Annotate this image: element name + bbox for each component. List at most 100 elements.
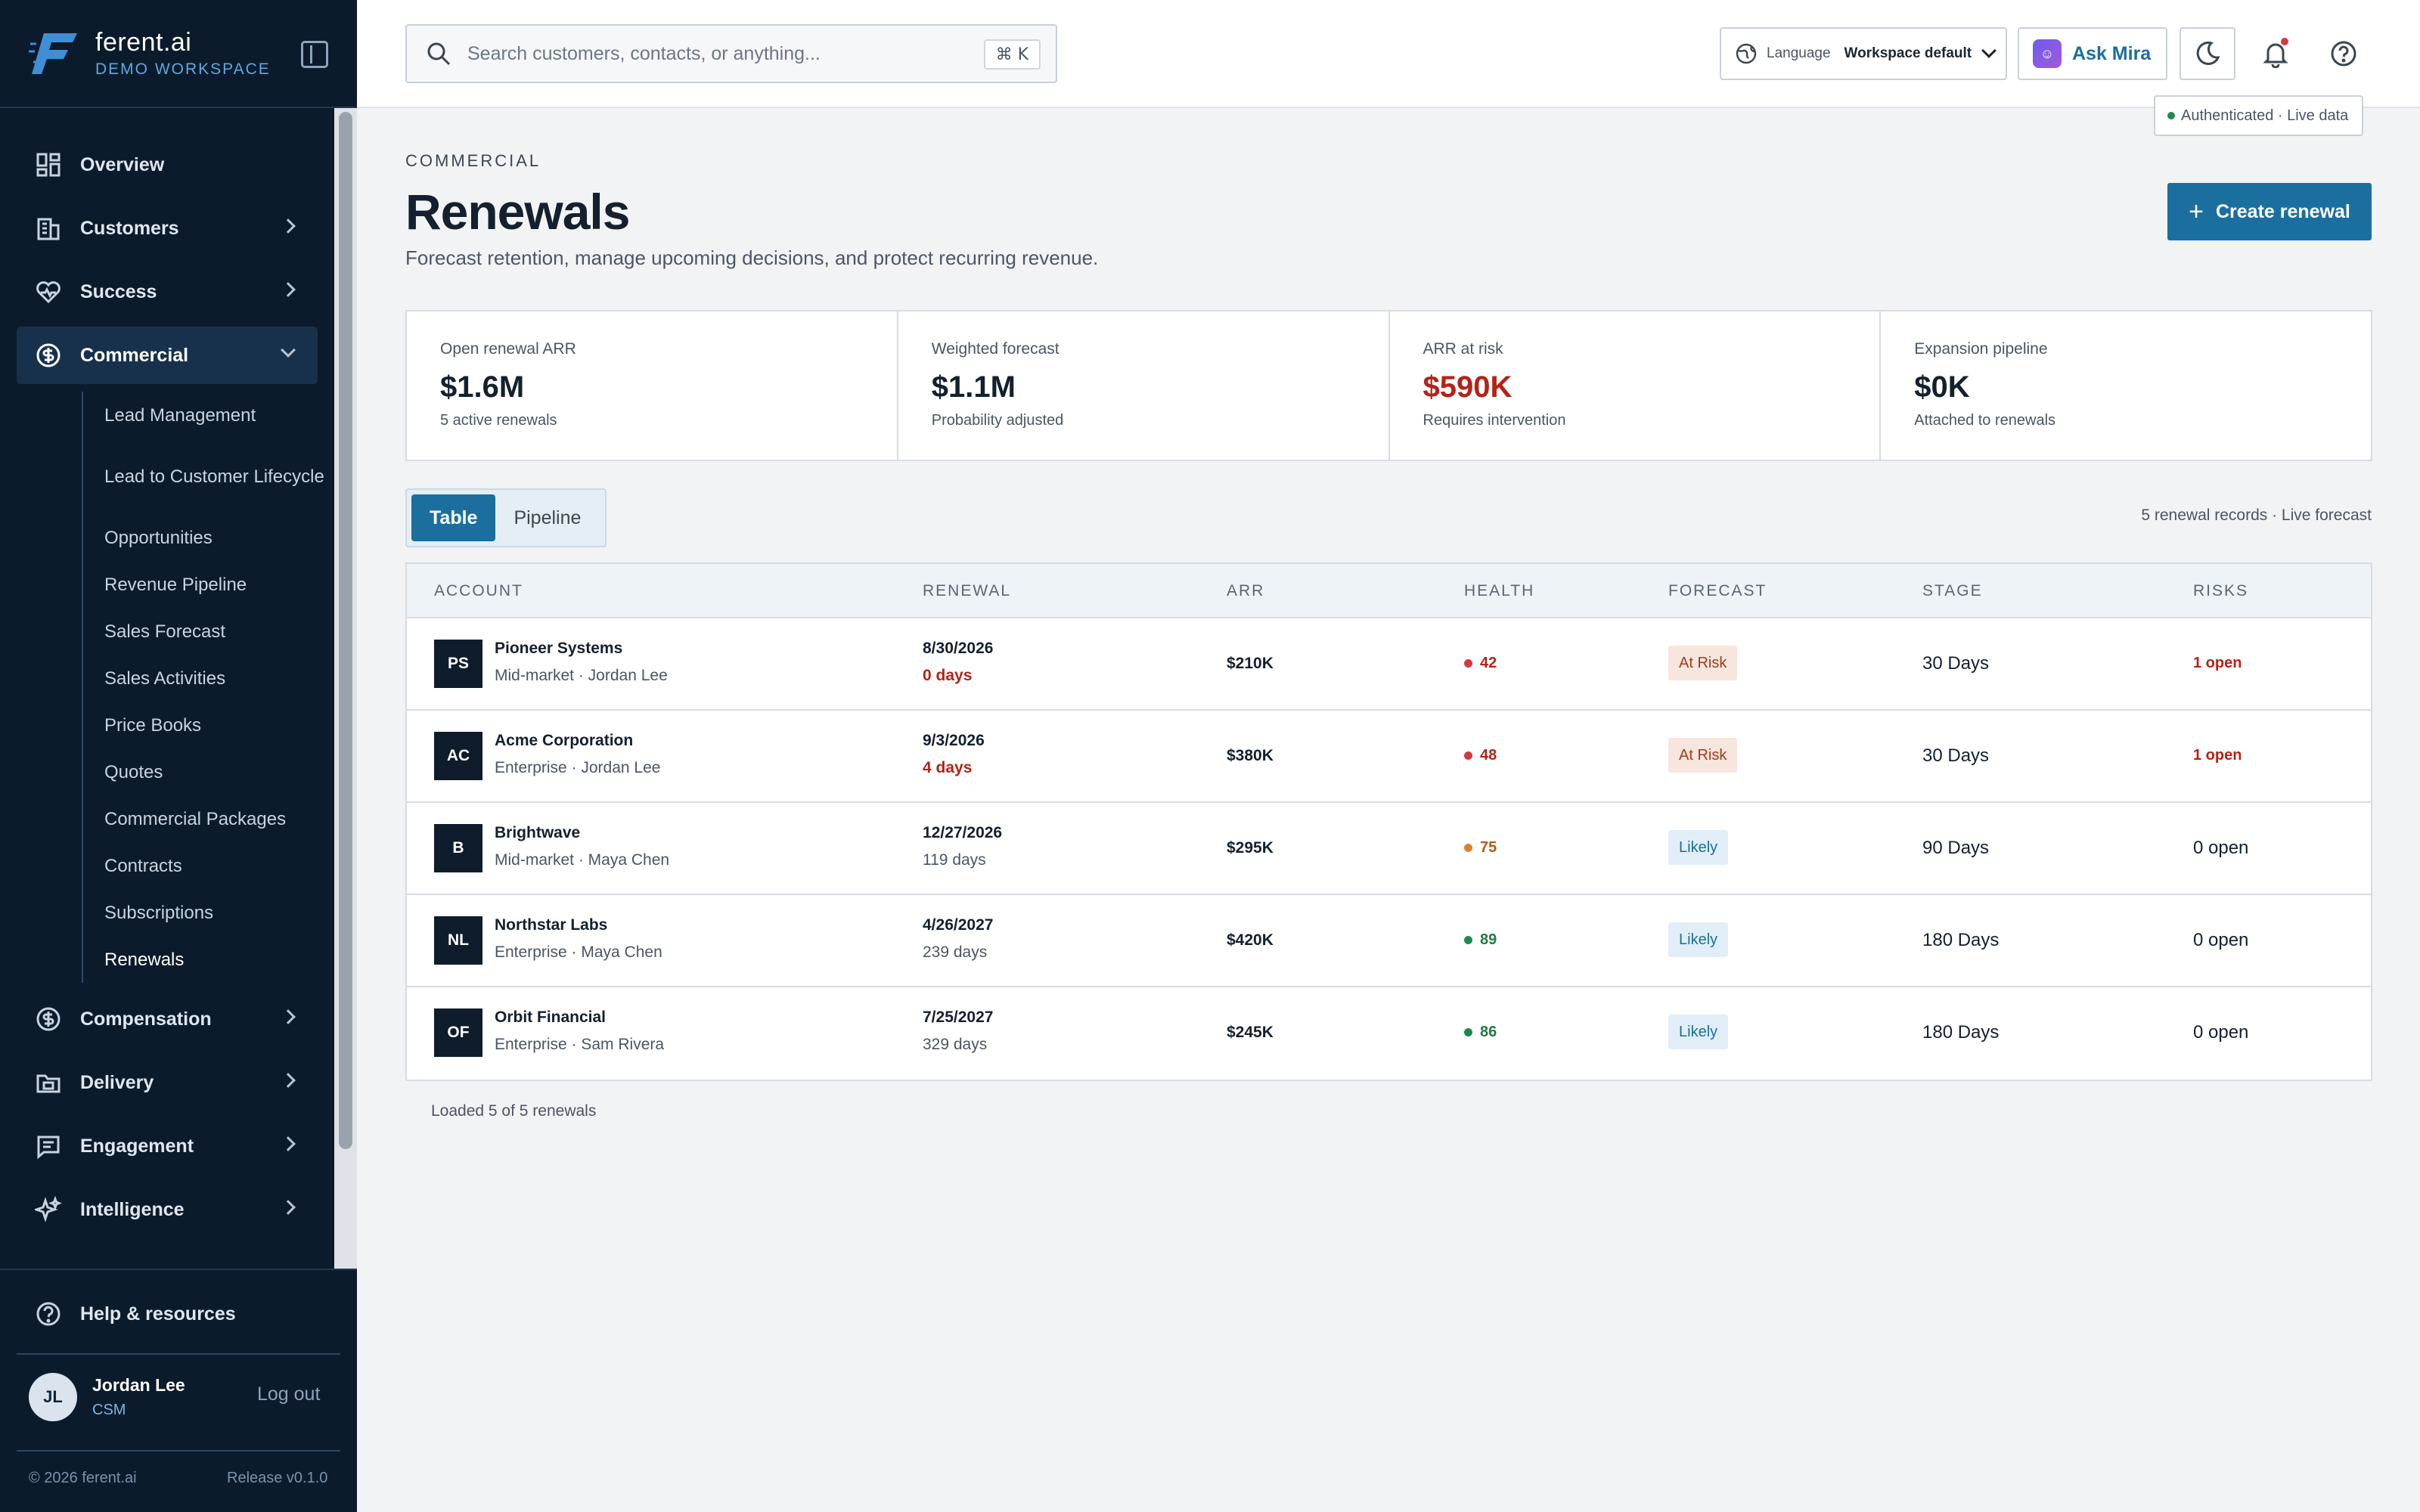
- column-header-renewal[interactable]: RENEWAL: [923, 582, 1012, 600]
- ask-mira-button[interactable]: ☺ Ask Mira: [2018, 27, 2167, 80]
- kpi-note: Attached to renewals: [1914, 412, 2056, 429]
- sidebar-item-overview[interactable]: Overview: [17, 136, 318, 194]
- column-header-account[interactable]: ACCOUNT: [434, 582, 523, 600]
- risks-count[interactable]: 0 open: [2193, 838, 2249, 858]
- tab-table[interactable]: Table: [411, 494, 496, 541]
- page-eyebrow: COMMERCIAL: [405, 151, 541, 170]
- account-meta: Mid-market · Jordan Lee: [495, 667, 668, 684]
- kpi-label: ARR at risk: [1423, 340, 1503, 358]
- column-header-forecast[interactable]: FORECAST: [1668, 582, 1767, 600]
- account-name[interactable]: Orbit Financial: [495, 1009, 607, 1026]
- sidebar-item-label: Success: [80, 280, 157, 302]
- table-row[interactable]: B Brightwave Mid-market · Maya Chen 12/2…: [407, 803, 2371, 895]
- table-row[interactable]: OF Orbit Financial Enterprise · Sam Rive…: [407, 987, 2371, 1080]
- renewal-days: 0 days: [923, 667, 973, 684]
- auth-status-text: Authenticated · Live data: [2181, 107, 2349, 124]
- health-dot: [1464, 1028, 1472, 1036]
- subnav-item-sales-activities[interactable]: Sales Activities: [104, 668, 226, 689]
- ferent-logo: [29, 33, 77, 74]
- sidebar-item-label: Commercial: [80, 344, 189, 366]
- risks-count[interactable]: 1 open: [2193, 655, 2242, 671]
- moon-icon: [2196, 41, 2220, 65]
- health-score: 75: [1464, 839, 1497, 857]
- subnav-item-sales-forecast[interactable]: Sales Forecast: [104, 621, 226, 642]
- chevron-right-icon: [281, 218, 296, 234]
- column-header-stage[interactable]: STAGE: [1922, 582, 1983, 600]
- sidebar-item-engagement[interactable]: Engagement: [17, 1117, 318, 1175]
- search-placeholder: Search customers, contacts, or anything.…: [467, 42, 821, 64]
- health-value: 86: [1480, 1024, 1497, 1040]
- table-row[interactable]: AC Acme Corporation Enterprise · Jordan …: [407, 711, 2371, 803]
- sidebar-item-commercial[interactable]: Commercial: [17, 327, 318, 384]
- help-label: Help & resources: [80, 1303, 236, 1325]
- logout-button[interactable]: Log out: [257, 1383, 321, 1405]
- table-footer-note: Loaded 5 of 5 renewals: [431, 1102, 597, 1120]
- subnav-item-renewals[interactable]: Renewals: [104, 949, 185, 970]
- risks-count[interactable]: 0 open: [2193, 1022, 2249, 1043]
- stage-value: 30 Days: [1922, 653, 1990, 674]
- sidebar-collapse-icon[interactable]: [301, 41, 328, 68]
- renewal-days: 239 days: [923, 943, 988, 961]
- risks-count[interactable]: 0 open: [2193, 930, 2249, 950]
- help-button[interactable]: [2316, 27, 2372, 80]
- sidebar-item-delivery[interactable]: Delivery: [17, 1054, 318, 1111]
- divider: [17, 1450, 340, 1452]
- sidebar: ferent.ai DEMO WORKSPACE Overview Custom…: [0, 0, 357, 1512]
- risks-count[interactable]: 1 open: [2193, 747, 2242, 764]
- account-name[interactable]: Pioneer Systems: [495, 640, 623, 657]
- language-select[interactable]: Language Workspace default: [1720, 27, 2007, 80]
- sparkles-icon: [35, 1196, 62, 1223]
- brand-header: ferent.ai DEMO WORKSPACE: [0, 0, 357, 108]
- subnav-item-quotes[interactable]: Quotes: [104, 761, 163, 782]
- create-renewal-label: Create renewal: [2215, 200, 2350, 222]
- subnav-item-opportunities[interactable]: Opportunities: [104, 527, 213, 548]
- subnav-item-revenue-pipeline[interactable]: Revenue Pipeline: [104, 574, 247, 595]
- stage-value: 30 Days: [1922, 745, 1990, 766]
- account-name[interactable]: Acme Corporation: [495, 732, 634, 749]
- sidebar-scrollbar-thumb[interactable]: [339, 112, 352, 1149]
- chevron-right-icon: [281, 1200, 296, 1215]
- language-value: Workspace default: [1844, 45, 1972, 61]
- sidebar-item-intelligence[interactable]: Intelligence: [17, 1181, 318, 1238]
- tab-pipeline[interactable]: Pipeline: [513, 507, 582, 528]
- health-value: 42: [1480, 655, 1497, 671]
- kpi-card: Weighted forecast $1.1M Probability adju…: [898, 311, 1390, 460]
- account-name[interactable]: Brightwave: [495, 824, 581, 841]
- subnav-item-lead-to-customer-lifecycle[interactable]: Lead to Customer Lifecycle: [104, 466, 324, 487]
- subnav-item-price-books[interactable]: Price Books: [104, 714, 202, 736]
- sidebar-item-compensation[interactable]: Compensation: [17, 990, 318, 1048]
- workspace-name: DEMO WORKSPACE: [95, 60, 271, 78]
- account-meta: Enterprise · Sam Rivera: [495, 1036, 665, 1053]
- account-initials: PS: [434, 640, 482, 688]
- health-value: 48: [1480, 747, 1497, 764]
- health-dot: [1464, 751, 1472, 760]
- subnav-item-commercial-packages[interactable]: Commercial Packages: [104, 808, 287, 829]
- column-header-health[interactable]: HEALTH: [1464, 582, 1535, 600]
- table-row[interactable]: NL Northstar Labs Enterprise · Maya Chen…: [407, 895, 2371, 987]
- account-initials: B: [434, 824, 482, 872]
- arr-value: $245K: [1227, 1024, 1274, 1041]
- notifications-button[interactable]: [2248, 27, 2304, 80]
- column-header-risks[interactable]: RISKS: [2193, 582, 2249, 600]
- column-header-arr[interactable]: ARR: [1227, 582, 1265, 600]
- help-circle-icon: [2331, 41, 2356, 67]
- sidebar-item-customers[interactable]: Customers: [17, 200, 318, 257]
- help-resources-link[interactable]: Help & resources: [35, 1300, 236, 1328]
- account-name[interactable]: Northstar Labs: [495, 916, 608, 934]
- renewal-days: 119 days: [923, 851, 986, 869]
- theme-toggle-button[interactable]: [2180, 27, 2235, 80]
- subnav-item-subscriptions[interactable]: Subscriptions: [104, 902, 214, 923]
- health-value: 75: [1480, 839, 1497, 856]
- kpi-card: Open renewal ARR $1.6M 5 active renewals: [407, 311, 898, 460]
- table-row[interactable]: PS Pioneer Systems Mid-market · Jordan L…: [407, 618, 2371, 711]
- subnav-item-contracts[interactable]: Contracts: [104, 855, 182, 876]
- help-circle-icon: [35, 1300, 62, 1328]
- create-renewal-button[interactable]: + Create renewal: [2167, 183, 2372, 240]
- sidebar-item-success[interactable]: Success: [17, 263, 318, 321]
- brand-name: ferent.ai: [95, 28, 192, 57]
- subnav-item-lead-management[interactable]: Lead Management: [104, 404, 256, 426]
- forecast-badge: At Risk: [1668, 646, 1738, 680]
- arr-value: $295K: [1227, 839, 1274, 857]
- search-input[interactable]: Search customers, contacts, or anything.…: [405, 24, 1057, 83]
- renewal-date: 12/27/2026: [923, 824, 1003, 841]
